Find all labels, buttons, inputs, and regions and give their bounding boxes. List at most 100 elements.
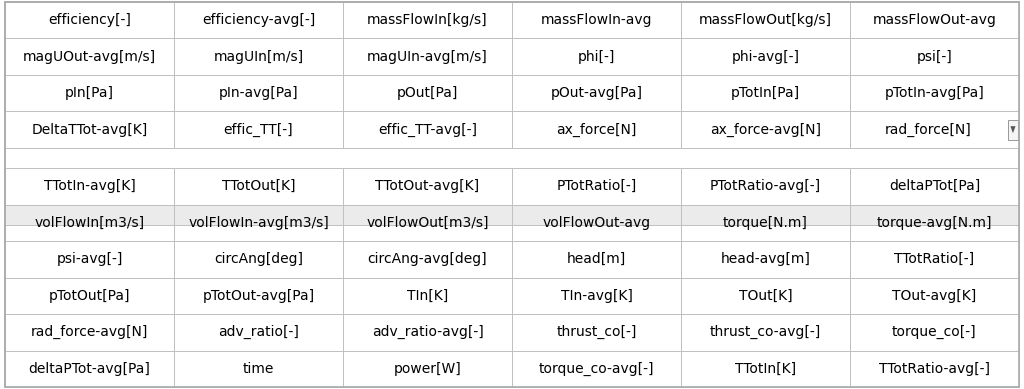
- Bar: [681, 2, 850, 39]
- Text: TTotIn-avg[K]: TTotIn-avg[K]: [44, 179, 135, 193]
- Bar: [174, 112, 343, 148]
- Bar: [343, 168, 512, 205]
- Bar: [512, 39, 681, 75]
- Text: TTotOut[K]: TTotOut[K]: [222, 179, 295, 193]
- Bar: [681, 205, 850, 241]
- Text: pTotIn-avg[Pa]: pTotIn-avg[Pa]: [885, 86, 984, 100]
- Text: thrust_co[-]: thrust_co[-]: [556, 325, 637, 339]
- Bar: [850, 168, 1019, 205]
- Bar: [174, 314, 343, 350]
- Text: ax_force-avg[N]: ax_force-avg[N]: [710, 123, 821, 137]
- Text: thrust_co-avg[-]: thrust_co-avg[-]: [710, 325, 821, 339]
- Bar: [681, 168, 850, 205]
- Text: circAng[deg]: circAng[deg]: [214, 252, 303, 266]
- Bar: [343, 350, 512, 387]
- Text: pIn[Pa]: pIn[Pa]: [66, 86, 114, 100]
- Text: magUIn[m/s]: magUIn[m/s]: [213, 50, 304, 64]
- Bar: [850, 241, 1019, 277]
- Text: volFlowIn-avg[m3/s]: volFlowIn-avg[m3/s]: [188, 216, 329, 230]
- Bar: [681, 75, 850, 112]
- Bar: [850, 112, 1019, 148]
- Bar: [5, 112, 174, 148]
- Bar: [174, 2, 343, 39]
- Text: DeltaTTot-avg[K]: DeltaTTot-avg[K]: [32, 123, 147, 137]
- Bar: [512, 241, 681, 277]
- Bar: [174, 168, 343, 205]
- Text: pIn-avg[Pa]: pIn-avg[Pa]: [219, 86, 298, 100]
- Text: pTotOut-avg[Pa]: pTotOut-avg[Pa]: [203, 289, 314, 303]
- Bar: [5, 75, 174, 112]
- Text: head[m]: head[m]: [567, 252, 626, 266]
- Text: effic_TT-avg[-]: effic_TT-avg[-]: [378, 123, 477, 137]
- Bar: [174, 350, 343, 387]
- Text: magUIn-avg[m/s]: magUIn-avg[m/s]: [368, 50, 487, 64]
- Text: rad_force-avg[N]: rad_force-avg[N]: [31, 325, 148, 339]
- Bar: [343, 2, 512, 39]
- Bar: [1008, 120, 1018, 140]
- Text: volFlowOut-avg: volFlowOut-avg: [543, 216, 650, 230]
- Text: TTotIn[K]: TTotIn[K]: [735, 362, 796, 376]
- Bar: [512, 2, 681, 39]
- Text: circAng-avg[deg]: circAng-avg[deg]: [368, 252, 487, 266]
- Bar: [5, 350, 174, 387]
- Bar: [512, 314, 681, 350]
- Bar: [850, 75, 1019, 112]
- Text: efficiency-avg[-]: efficiency-avg[-]: [202, 13, 315, 27]
- Text: magUOut-avg[m/s]: magUOut-avg[m/s]: [23, 50, 157, 64]
- Text: massFlowOut[kg/s]: massFlowOut[kg/s]: [699, 13, 831, 27]
- Bar: [850, 350, 1019, 387]
- Text: massFlowIn[kg/s]: massFlowIn[kg/s]: [368, 13, 487, 27]
- Text: psi[-]: psi[-]: [916, 50, 952, 64]
- Text: ax_force[N]: ax_force[N]: [556, 123, 637, 137]
- Bar: [5, 205, 174, 241]
- Bar: [343, 75, 512, 112]
- Text: power[W]: power[W]: [393, 362, 462, 376]
- Text: TTotRatio-avg[-]: TTotRatio-avg[-]: [879, 362, 990, 376]
- Bar: [512, 168, 681, 205]
- Text: TOut-avg[K]: TOut-avg[K]: [892, 289, 977, 303]
- Bar: [5, 314, 174, 350]
- Bar: [681, 350, 850, 387]
- Text: pTotIn[Pa]: pTotIn[Pa]: [731, 86, 800, 100]
- Bar: [512, 350, 681, 387]
- Bar: [681, 241, 850, 277]
- Bar: [343, 39, 512, 75]
- Bar: [681, 39, 850, 75]
- Text: TOut[K]: TOut[K]: [738, 289, 793, 303]
- Text: effic_TT[-]: effic_TT[-]: [224, 123, 293, 137]
- Text: massFlowOut-avg: massFlowOut-avg: [872, 13, 996, 27]
- Text: deltaPTot[Pa]: deltaPTot[Pa]: [889, 179, 980, 193]
- Bar: [5, 277, 174, 314]
- Bar: [850, 2, 1019, 39]
- Bar: [681, 112, 850, 148]
- Bar: [5, 2, 174, 39]
- Bar: [343, 241, 512, 277]
- Bar: [850, 277, 1019, 314]
- Bar: [174, 205, 343, 241]
- Text: pOut-avg[Pa]: pOut-avg[Pa]: [551, 86, 642, 100]
- Bar: [174, 39, 343, 75]
- Bar: [5, 205, 1019, 224]
- Text: time: time: [243, 362, 274, 376]
- Bar: [174, 75, 343, 112]
- Polygon shape: [1011, 126, 1016, 133]
- Text: adv_ratio[-]: adv_ratio[-]: [218, 325, 299, 339]
- Text: efficiency[-]: efficiency[-]: [48, 13, 131, 27]
- Bar: [343, 314, 512, 350]
- Text: PTotRatio-avg[-]: PTotRatio-avg[-]: [710, 179, 821, 193]
- Text: pTotOut[Pa]: pTotOut[Pa]: [49, 289, 130, 303]
- Bar: [850, 39, 1019, 75]
- Bar: [512, 205, 681, 241]
- Text: psi-avg[-]: psi-avg[-]: [56, 252, 123, 266]
- Text: volFlowOut[m3/s]: volFlowOut[m3/s]: [367, 216, 488, 230]
- Text: pOut[Pa]: pOut[Pa]: [397, 86, 458, 100]
- Bar: [174, 277, 343, 314]
- Bar: [343, 112, 512, 148]
- Text: deltaPTot-avg[Pa]: deltaPTot-avg[Pa]: [29, 362, 151, 376]
- Text: TIn[K]: TIn[K]: [407, 289, 449, 303]
- Bar: [512, 75, 681, 112]
- Text: PTotRatio[-]: PTotRatio[-]: [556, 179, 637, 193]
- Text: phi-avg[-]: phi-avg[-]: [731, 50, 800, 64]
- Bar: [681, 314, 850, 350]
- Text: massFlowIn-avg: massFlowIn-avg: [541, 13, 652, 27]
